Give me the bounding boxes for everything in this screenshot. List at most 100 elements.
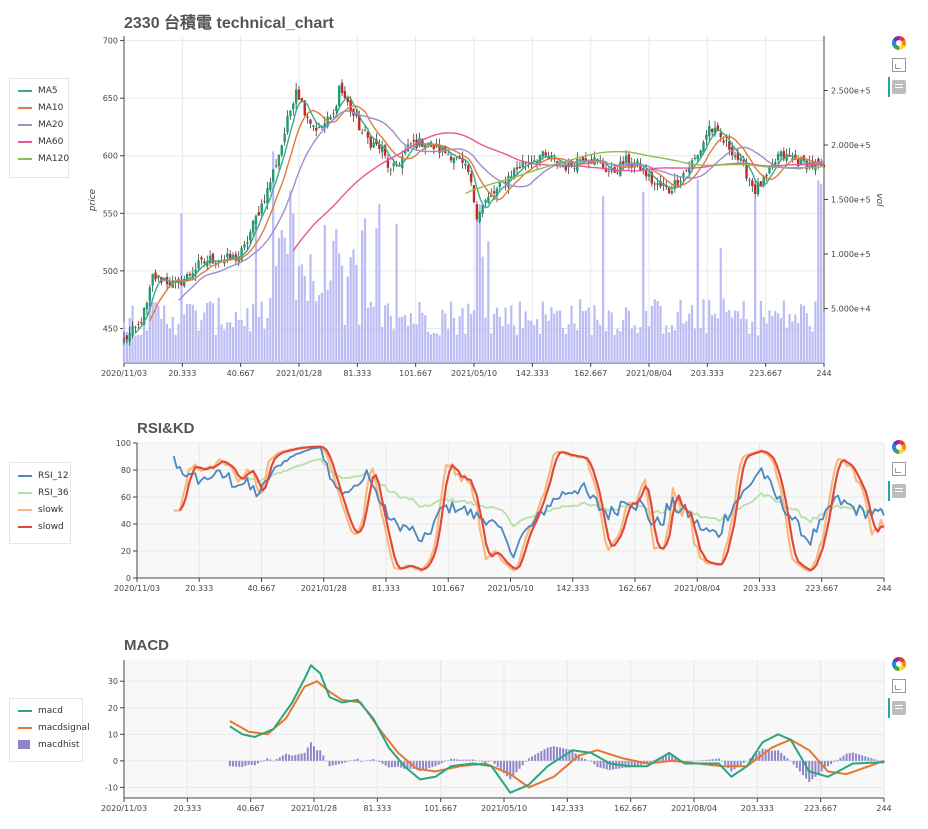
volume-bar <box>165 323 169 363</box>
macdhist-bar <box>633 760 636 767</box>
volume-bar <box>754 199 757 363</box>
price-toolbar[interactable] <box>888 34 910 100</box>
macdhist-bar <box>347 760 350 762</box>
macdhist-bar <box>870 758 873 761</box>
macd-panel[interactable]: -10 0 10 20 30 2020/11/03 20.333 40.667 2021/01/… <box>101 660 892 813</box>
volume-bar <box>349 256 352 363</box>
price-chart-title: 2330 台積電 technical_chart <box>124 13 335 32</box>
volume-bar <box>229 322 232 363</box>
volume-bar <box>711 315 714 363</box>
legend-item-macd[interactable]: macd <box>18 705 63 717</box>
legend-item-slowk[interactable]: slowk <box>18 504 63 516</box>
rsi-legend[interactable]: RSI_12 RSI_36 slowk slowd <box>9 462 71 544</box>
candle-body <box>142 307 146 325</box>
hover-icon[interactable] <box>892 80 906 94</box>
candle-body <box>424 144 427 150</box>
x-tick-label: 40.667 <box>227 369 255 378</box>
legend-item-ma5[interactable]: MA5 <box>18 85 58 97</box>
volume-bar <box>756 335 760 363</box>
candle-body <box>705 134 708 140</box>
macdhist-bar <box>297 754 300 761</box>
volume-bar <box>269 298 272 363</box>
box-zoom-icon[interactable] <box>892 58 906 72</box>
macdhist-bar <box>552 746 555 761</box>
macdhist-bar <box>465 759 468 761</box>
volume-bar <box>160 318 163 363</box>
macdhist-bar <box>487 760 490 762</box>
legend-item-ma10[interactable]: MA10 <box>18 102 63 114</box>
legend-item-ma60[interactable]: MA60 <box>18 136 63 148</box>
volume-bar <box>722 298 725 363</box>
volume-bar <box>438 335 441 363</box>
volume-bar <box>223 329 226 363</box>
legend-item-rsi12[interactable]: RSI_12 <box>18 470 69 482</box>
legend-item-ma20[interactable]: MA20 <box>18 119 63 131</box>
rsi-toolbar[interactable] <box>888 438 910 504</box>
macd-legend[interactable]: macd macdsignal macdhist <box>9 698 90 762</box>
candle-body <box>791 157 794 161</box>
rsi-kd-panel[interactable]: 0 20 40 60 80 100 2020/11/03 20.333 40.667 2021/0… <box>114 439 892 593</box>
macdhist-bar <box>773 750 776 761</box>
candle-body <box>309 119 312 124</box>
volume-bar <box>452 317 456 363</box>
legend-swatch <box>18 525 32 528</box>
macdhist-bar <box>873 759 876 761</box>
box-zoom-icon[interactable] <box>892 679 906 693</box>
macdhist-bar <box>468 759 471 761</box>
x-tick-label: 142.333 <box>556 584 589 593</box>
volume-bar <box>547 320 550 363</box>
candle-body <box>699 150 702 156</box>
legend-item-ma120[interactable]: MA120 <box>18 153 69 165</box>
macdhist-bar <box>325 760 328 762</box>
y2-tick-label: 2.000e+5 <box>831 141 871 150</box>
x-tick-label: 20.333 <box>185 584 213 593</box>
color-wheel-icon[interactable] <box>892 657 906 671</box>
legend-item-rsi36[interactable]: RSI_36 <box>18 487 69 499</box>
y2-tick-label: 2.500e+5 <box>831 87 871 96</box>
volume-bar <box>728 310 731 363</box>
hover-icon[interactable] <box>892 484 906 498</box>
legend-item-macdhist[interactable]: macdhist <box>18 739 79 751</box>
candle-body <box>217 261 220 263</box>
candle-body <box>183 279 186 287</box>
candle-body <box>122 338 126 342</box>
y-tick-label: 60 <box>121 493 131 502</box>
price-legend[interactable]: MA5 MA10 MA20 MA60 MA120 <box>9 78 69 178</box>
legend-swatch <box>18 157 32 160</box>
price-panel[interactable]: 450 500 550 600 650 700 2020/11/03 20.333 40.667… <box>88 36 884 378</box>
volume-bar <box>776 313 780 363</box>
macdhist-bar <box>842 755 845 761</box>
legend-item-macdsignal[interactable]: macdsignal <box>18 722 90 734</box>
volume-bar <box>490 333 493 363</box>
candle-body <box>315 127 318 131</box>
volume-bar <box>292 213 295 363</box>
volume-bar <box>148 298 151 363</box>
color-wheel-icon[interactable] <box>892 36 906 50</box>
macdhist-bar <box>599 760 602 768</box>
candle-body <box>739 157 743 161</box>
volume-bar <box>601 196 605 363</box>
hover-icon[interactable] <box>892 701 906 715</box>
macdhist-bar <box>515 760 518 773</box>
candle-body <box>650 171 654 184</box>
volume-bar <box>765 323 768 363</box>
candle-body <box>438 144 441 154</box>
volume-bar <box>802 305 806 363</box>
volume-bar <box>616 328 619 363</box>
candle-body <box>274 165 278 167</box>
legend-item-slowd[interactable]: slowd <box>18 521 64 533</box>
macdhist-bar <box>858 754 861 761</box>
volume-bar <box>653 299 656 363</box>
volume-bar <box>604 331 608 363</box>
box-zoom-icon[interactable] <box>892 462 906 476</box>
candle-body <box>776 153 780 161</box>
volume-bar <box>788 313 791 363</box>
macd-toolbar[interactable] <box>888 655 910 721</box>
candle-body <box>294 89 298 104</box>
color-wheel-icon[interactable] <box>892 440 906 454</box>
macdhist-bar <box>646 760 649 764</box>
macdhist-bar <box>281 755 284 761</box>
volume-bar <box>624 307 628 363</box>
legend-label: slowk <box>38 505 64 515</box>
y2-axis-label: vol <box>874 193 884 207</box>
